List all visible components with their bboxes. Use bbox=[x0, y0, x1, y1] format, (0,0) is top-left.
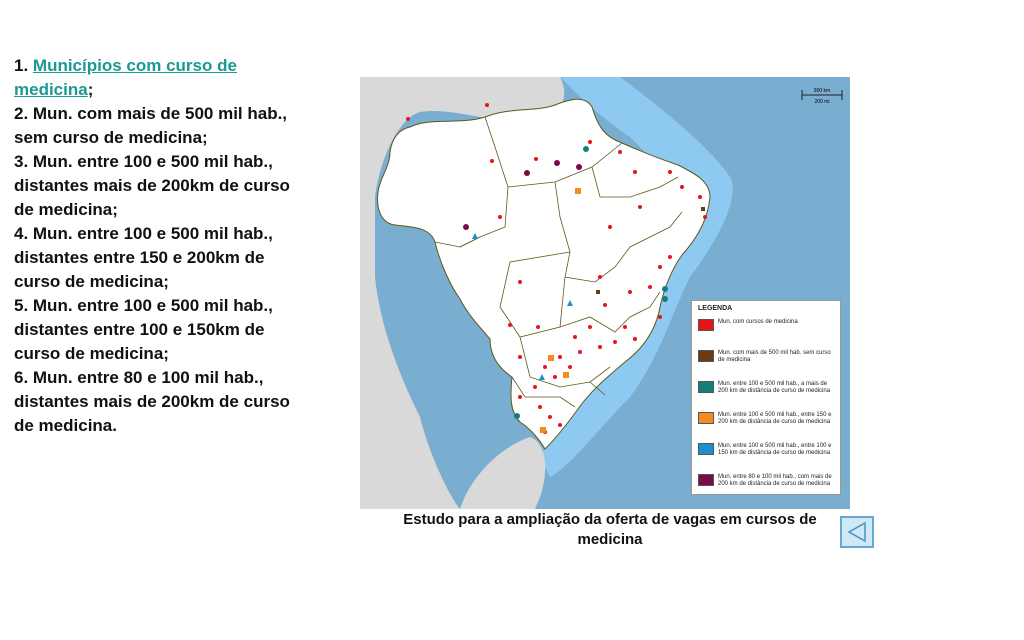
list-item-3: 3. Mun. entre 100 e 500 mil hab., distan… bbox=[14, 152, 290, 219]
markers-large-no-course bbox=[596, 207, 705, 294]
legend-swatch bbox=[698, 411, 714, 424]
scale-km: 900 km bbox=[814, 88, 830, 94]
list-item-6: 6. Mun. entre 80 e 100 mil hab., distant… bbox=[14, 368, 290, 435]
map-legend: LEGENDA Mun. com cursos de medicina Mun.… bbox=[691, 300, 841, 495]
markers-80-100k bbox=[463, 160, 582, 230]
neighbor-countries-west bbox=[360, 77, 565, 509]
legend-row: Mun. entre 100 e 500 mil hab., entre 100… bbox=[698, 442, 834, 466]
list-item-2: 2. Mun. com mais de 500 mil hab., sem cu… bbox=[14, 104, 288, 147]
state-borders bbox=[434, 116, 683, 408]
list-item-1: 1. Municípios com curso de medicina; bbox=[14, 56, 237, 99]
legend-swatch bbox=[698, 442, 714, 455]
legend-title: LEGENDA bbox=[698, 305, 733, 312]
legend-swatch bbox=[698, 318, 714, 331]
back-triangle-icon bbox=[847, 521, 866, 543]
scale-bar-graphic: 900 km 200 mi bbox=[801, 88, 843, 105]
legend-list: 1. Municípios com curso de medicina; 2. … bbox=[14, 54, 314, 438]
markers-over-200km bbox=[514, 146, 668, 419]
legend-row: Mun. com cursos de medicina bbox=[698, 318, 834, 342]
legend-swatch bbox=[698, 349, 714, 362]
brazil-territory bbox=[377, 98, 711, 450]
map-caption: Estudo para a ampliação da oferta de vag… bbox=[403, 511, 817, 548]
back-button[interactable] bbox=[840, 516, 874, 548]
list-item-5: 5. Mun. entre 100 e 500 mil hab., distan… bbox=[14, 296, 273, 363]
legend-swatch bbox=[698, 380, 714, 393]
legend-swatch bbox=[698, 473, 714, 486]
legend-row: Mun. entre 80 e 100 mil hab., com mais d… bbox=[698, 473, 834, 497]
markers-150-200km bbox=[540, 188, 581, 433]
markers-100-150km bbox=[472, 233, 573, 380]
map-graphic bbox=[360, 77, 850, 509]
scale-bar: 900 km 200 mi bbox=[800, 85, 844, 105]
neighbor-countries-south bbox=[460, 437, 546, 509]
brazil-map: 900 km 200 mi LEGENDA Mun. com cursos de… bbox=[360, 77, 850, 509]
scale-mi: 200 mi bbox=[814, 99, 829, 105]
markers-courses bbox=[406, 103, 707, 434]
list-item-4: 4. Mun. entre 100 e 500 mil hab., distan… bbox=[14, 224, 273, 291]
legend-row: Mun. entre 100 e 500 mil hab., entre 150… bbox=[698, 411, 834, 435]
legend-row: Mun. com mais de 500 mil hab. sem curso … bbox=[698, 349, 834, 373]
legend-row: Mun. entre 100 e 500 mil hab., a mais de… bbox=[698, 380, 834, 404]
municipios-link[interactable]: Municípios com curso de medicina bbox=[14, 56, 237, 99]
